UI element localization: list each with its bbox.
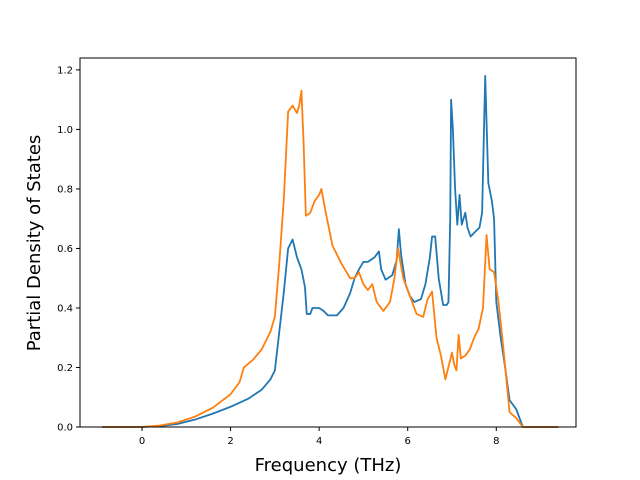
ticks-layer: 0 2 4 6 8 0.0 0.2 0.4 0.6 0.8 1.0 1.2 <box>57 65 499 447</box>
y-axis-label: Partial Density of States <box>24 135 45 352</box>
plot-frame <box>79 57 577 428</box>
y-tick-label-3: 0.6 <box>57 244 73 255</box>
series-line-1 <box>102 74 559 428</box>
x-tick-label-4: 8 <box>493 436 499 447</box>
series-line-2 <box>102 89 559 428</box>
series-layer <box>102 74 559 428</box>
y-tick-label-1: 0.2 <box>57 363 73 374</box>
x-axis-label: Frequency (THz) <box>255 455 402 476</box>
x-tick-label-3: 6 <box>405 436 411 447</box>
x-tick-label-2: 4 <box>316 436 322 447</box>
y-tick-label-2: 0.4 <box>57 303 73 314</box>
x-tick-label-1: 2 <box>227 436 233 447</box>
x-tick-label-0: 0 <box>139 436 145 447</box>
y-tick-label-0: 0.0 <box>57 423 73 434</box>
y-tick-label-5: 1.0 <box>57 125 73 136</box>
y-tick-label-4: 0.8 <box>57 184 73 195</box>
y-tick-label-6: 1.2 <box>57 65 73 76</box>
